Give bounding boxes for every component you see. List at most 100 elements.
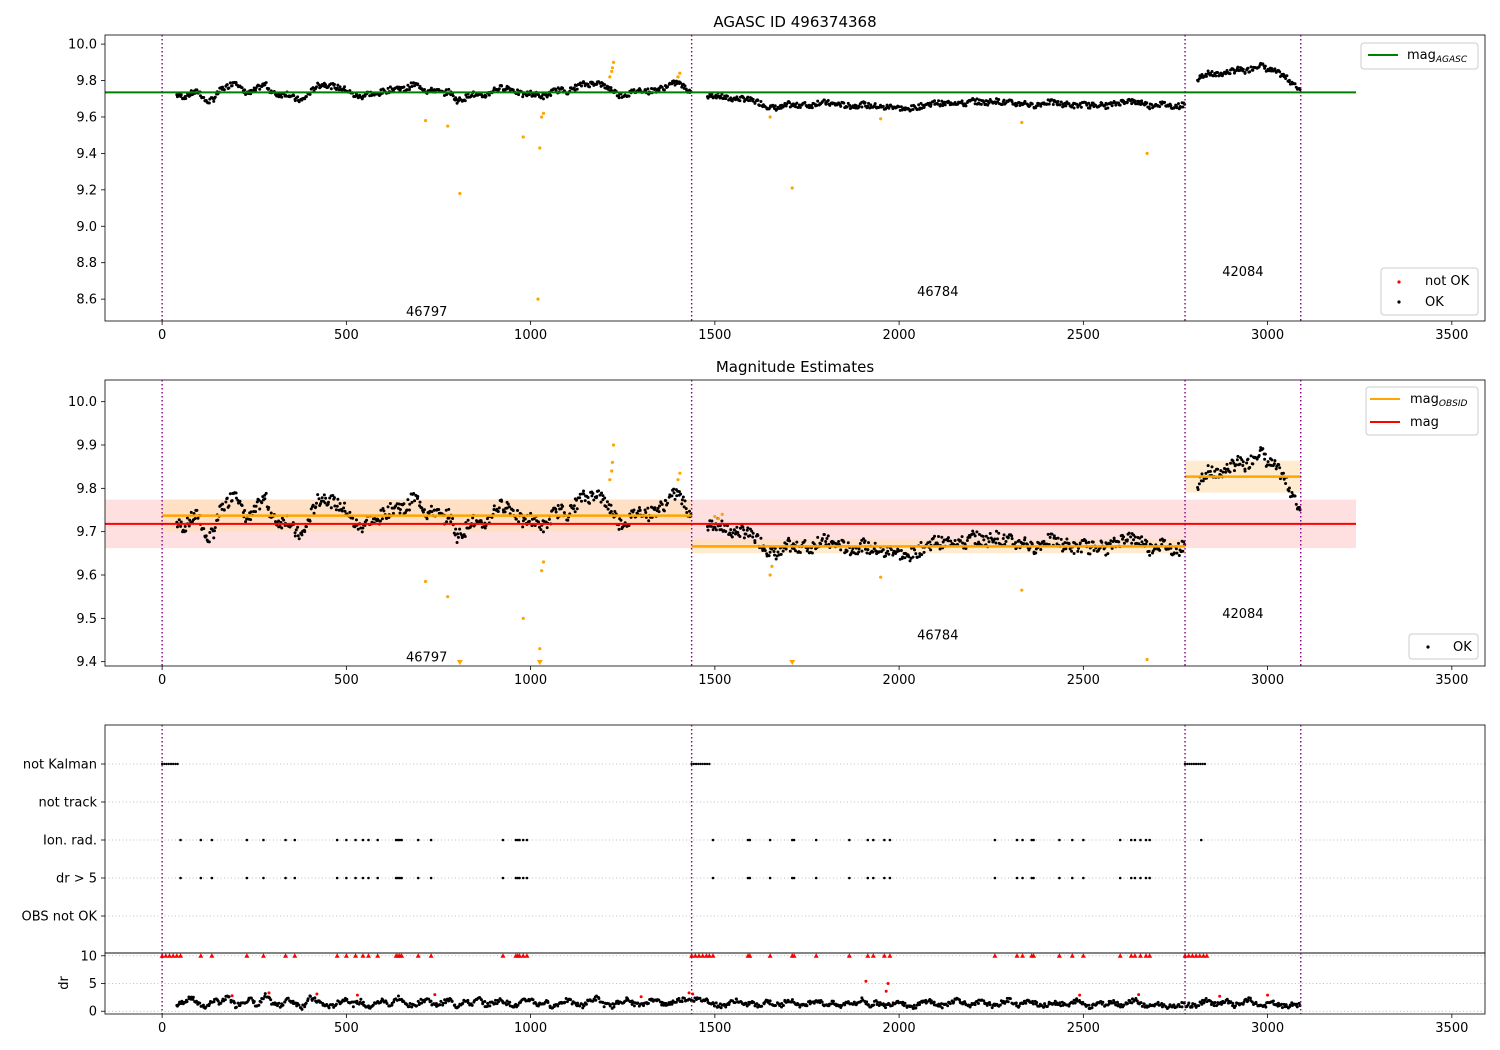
ok-point	[826, 99, 830, 103]
ok-point	[354, 518, 358, 522]
x-tick-label: 1000	[514, 673, 547, 688]
dr-point	[331, 1003, 335, 1007]
dr-point	[1202, 1001, 1206, 1005]
ok-point	[583, 499, 587, 503]
dr-point	[1058, 1001, 1062, 1005]
ok-point	[1010, 100, 1014, 104]
dr-point	[1031, 999, 1035, 1003]
dr-point	[295, 1004, 299, 1008]
flags-panel: not Kalman not track Ion. rad. dr > 5 OBS no…	[22, 724, 1486, 954]
dr-clipped-marker	[244, 953, 250, 958]
obsid-label: 46797	[406, 650, 447, 665]
ok-point	[228, 492, 232, 496]
suspect-point	[538, 647, 542, 651]
dr-clipped-marker	[1186, 953, 1192, 958]
ok-point	[420, 506, 424, 510]
ok-point	[497, 87, 501, 91]
ok-point	[1125, 538, 1129, 542]
ok-point	[1181, 549, 1185, 553]
ok-point	[861, 537, 865, 541]
ok-point	[825, 537, 829, 541]
ok-point	[986, 536, 990, 540]
ok-point	[1281, 72, 1285, 76]
suspect-point	[610, 469, 614, 473]
ok-point	[388, 85, 392, 89]
ok-point	[282, 518, 286, 522]
ok-point	[1285, 74, 1289, 78]
dr-clipped-marker	[1128, 953, 1134, 958]
ok-point	[794, 105, 798, 109]
ok-point	[1132, 538, 1136, 542]
ok-point	[280, 526, 284, 530]
ok-point	[820, 537, 824, 541]
ok-point	[559, 507, 563, 511]
ok-point	[1045, 102, 1049, 106]
ok-point	[720, 519, 724, 523]
ok-point	[710, 92, 714, 96]
ok-point	[1257, 453, 1261, 457]
ok-point	[609, 86, 613, 90]
ok-point	[759, 100, 763, 104]
ok-point	[314, 501, 318, 505]
dr-point	[843, 1003, 847, 1007]
ok-point	[444, 508, 448, 512]
ok-point	[314, 85, 318, 89]
ok-point	[867, 541, 871, 545]
ok-point	[672, 80, 676, 84]
ok-point	[598, 493, 602, 497]
ok-point	[656, 506, 660, 510]
ok-point	[1052, 534, 1056, 538]
ok-point	[1236, 454, 1240, 458]
ok-point	[575, 507, 579, 511]
ok-point	[410, 500, 414, 504]
ok-point	[1145, 539, 1149, 543]
flag-point	[866, 838, 870, 842]
ok-point	[937, 534, 941, 538]
ok-point	[1208, 469, 1212, 473]
ok-point	[914, 552, 918, 556]
x-tick-label: 0	[158, 673, 166, 688]
dr-clipped-marker	[209, 953, 215, 958]
flag-point	[398, 838, 402, 842]
ok-point	[773, 104, 777, 108]
obsid-label: 42084	[1222, 265, 1263, 280]
ok-point	[865, 551, 869, 555]
ok-point	[207, 540, 211, 544]
dr-point	[745, 1004, 749, 1008]
axes-frame	[104, 379, 1486, 667]
dr-point	[1118, 1005, 1122, 1009]
dr-point	[358, 1000, 362, 1004]
suspect-point	[610, 460, 615, 464]
ok-point	[815, 103, 819, 107]
ok-point	[922, 550, 926, 554]
ok-point	[1109, 101, 1113, 105]
dr-point	[998, 1003, 1002, 1007]
ok-point	[724, 97, 728, 101]
ok-point	[587, 85, 591, 89]
ok-point	[456, 535, 460, 539]
flag-point	[262, 838, 265, 842]
dr-point	[1241, 1002, 1245, 1006]
dr-point	[219, 1001, 223, 1005]
dr-point	[483, 999, 487, 1003]
dr-point	[1197, 1004, 1201, 1008]
flag-point	[167, 762, 170, 766]
ok-point	[1255, 457, 1259, 461]
ok-point	[1294, 502, 1298, 506]
flag-point	[1015, 876, 1019, 880]
ok-point	[1234, 463, 1238, 467]
dr-point	[768, 999, 772, 1003]
ok-point	[751, 97, 755, 101]
flag-point	[1203, 762, 1207, 766]
dr-point	[1126, 1002, 1130, 1006]
ok-point	[179, 93, 183, 97]
x-tick-label: 3000	[1251, 673, 1284, 688]
dr-point	[724, 1005, 728, 1009]
ok-point	[1284, 482, 1288, 486]
ok-point	[1228, 470, 1232, 474]
ok-point	[1204, 74, 1208, 78]
ok-point	[503, 510, 507, 514]
ok-point	[561, 504, 565, 508]
ok-point	[724, 529, 728, 533]
ok-point	[243, 88, 247, 92]
